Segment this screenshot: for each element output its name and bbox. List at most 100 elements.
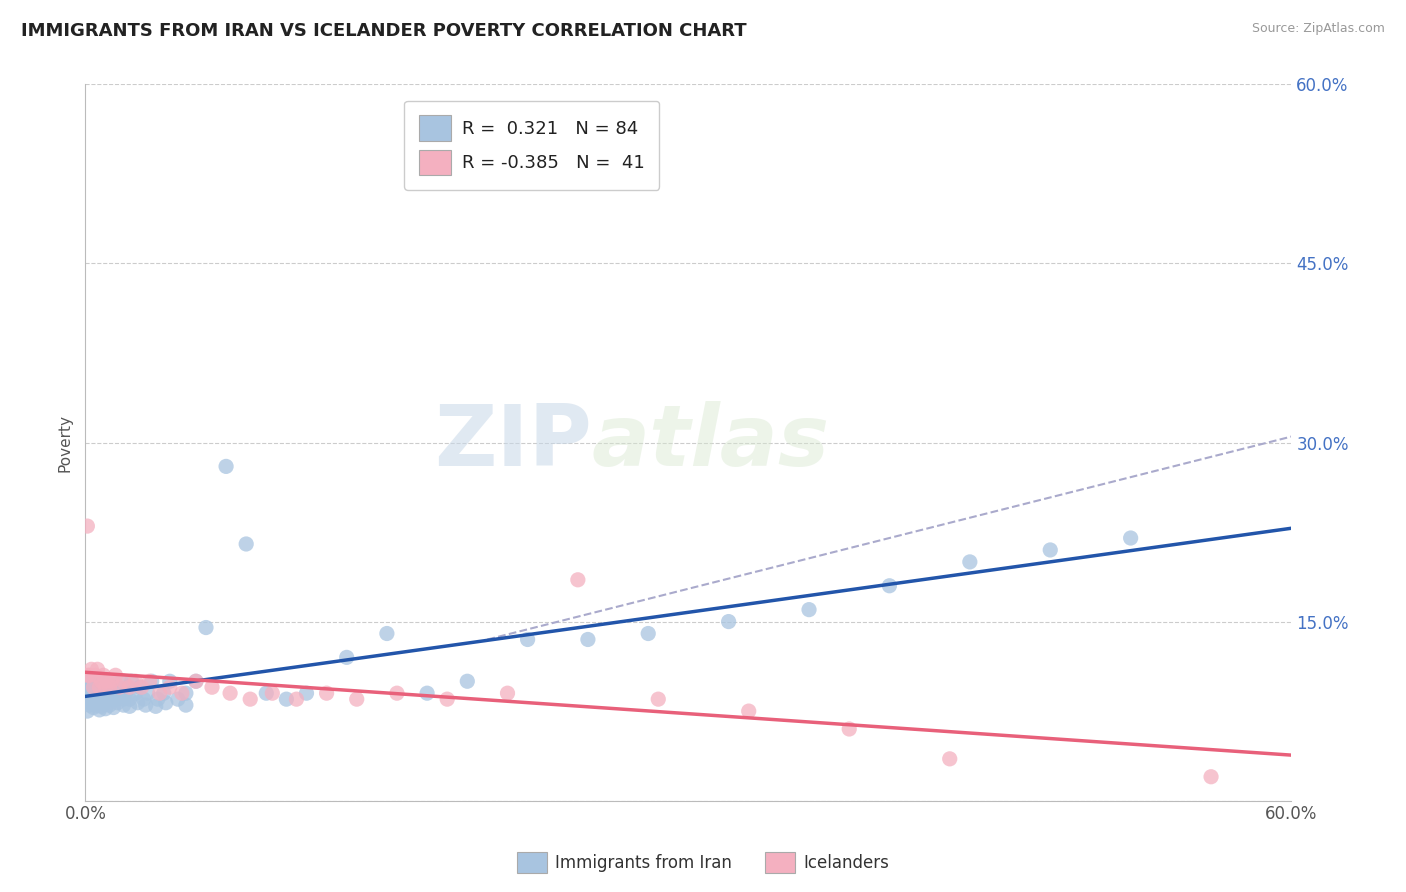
Point xyxy=(82,692,104,706)
Point xyxy=(146,692,169,706)
Point xyxy=(138,674,160,689)
Point xyxy=(107,680,129,694)
Point xyxy=(104,668,127,682)
Point xyxy=(80,674,103,689)
Point xyxy=(100,686,122,700)
Point xyxy=(201,680,224,694)
Point xyxy=(145,699,167,714)
Point xyxy=(107,696,129,710)
Point xyxy=(94,680,117,694)
Point xyxy=(959,555,981,569)
Point xyxy=(89,680,111,694)
Point xyxy=(86,680,108,694)
Point xyxy=(1039,543,1062,558)
Point xyxy=(76,668,98,682)
Y-axis label: Poverty: Poverty xyxy=(58,414,72,472)
Point xyxy=(276,692,298,706)
Point xyxy=(96,680,118,694)
Legend: Immigrants from Iran, Icelanders: Immigrants from Iran, Icelanders xyxy=(510,846,896,880)
Point xyxy=(797,602,820,616)
Point xyxy=(79,674,101,689)
Point xyxy=(717,615,740,629)
Point xyxy=(262,686,284,700)
Point xyxy=(90,692,112,706)
Point xyxy=(86,662,108,676)
Point xyxy=(285,692,308,706)
Point xyxy=(149,686,172,700)
Point xyxy=(110,674,132,689)
Point xyxy=(108,686,131,700)
Point xyxy=(84,668,107,682)
Point xyxy=(132,692,155,706)
Point xyxy=(121,674,143,689)
Point xyxy=(112,692,135,706)
Point xyxy=(170,686,193,700)
Point xyxy=(174,698,197,713)
Point xyxy=(104,692,127,706)
Point xyxy=(647,692,669,706)
Point xyxy=(152,686,174,700)
Point xyxy=(576,632,599,647)
Point xyxy=(86,692,108,706)
Point xyxy=(82,680,104,694)
Point xyxy=(82,680,104,694)
Point xyxy=(80,662,103,676)
Point xyxy=(131,680,153,694)
Point xyxy=(219,686,242,700)
Point xyxy=(118,680,141,694)
Point xyxy=(128,680,150,694)
Point xyxy=(184,674,207,689)
Point xyxy=(76,686,98,700)
Point xyxy=(637,626,659,640)
Point xyxy=(93,668,115,682)
Point xyxy=(90,674,112,689)
Point xyxy=(114,686,136,700)
Point xyxy=(93,697,115,711)
Point xyxy=(124,686,146,700)
Point xyxy=(436,692,458,706)
Point xyxy=(89,703,111,717)
Point xyxy=(838,722,860,736)
Point xyxy=(100,674,122,689)
Point xyxy=(159,674,181,689)
Point xyxy=(112,674,135,689)
Point xyxy=(103,674,125,689)
Point xyxy=(94,702,117,716)
Point xyxy=(235,537,257,551)
Point xyxy=(90,699,112,714)
Point xyxy=(174,686,197,700)
Point xyxy=(184,674,207,689)
Point xyxy=(84,698,107,713)
Point xyxy=(456,674,478,689)
Point xyxy=(159,680,181,694)
Point xyxy=(79,692,101,706)
Point xyxy=(254,686,277,700)
Point xyxy=(315,686,337,700)
Point xyxy=(93,680,115,694)
Point xyxy=(96,686,118,700)
Point xyxy=(135,698,157,713)
Text: Source: ZipAtlas.com: Source: ZipAtlas.com xyxy=(1251,22,1385,36)
Point xyxy=(118,699,141,714)
Point xyxy=(112,698,135,713)
Point xyxy=(84,686,107,700)
Point xyxy=(86,696,108,710)
Point xyxy=(89,674,111,689)
Point xyxy=(84,674,107,689)
Point xyxy=(295,686,318,700)
Point xyxy=(385,686,408,700)
Point xyxy=(155,696,177,710)
Point xyxy=(79,698,101,713)
Point xyxy=(1199,770,1222,784)
Point xyxy=(76,704,98,718)
Text: IMMIGRANTS FROM IRAN VS ICELANDER POVERTY CORRELATION CHART: IMMIGRANTS FROM IRAN VS ICELANDER POVERT… xyxy=(21,22,747,40)
Text: atlas: atlas xyxy=(592,401,830,484)
Point xyxy=(516,632,538,647)
Point xyxy=(96,674,118,689)
Point xyxy=(117,680,139,694)
Point xyxy=(166,692,188,706)
Point xyxy=(98,692,121,706)
Point xyxy=(141,674,163,689)
Point xyxy=(89,686,111,700)
Point xyxy=(80,686,103,700)
